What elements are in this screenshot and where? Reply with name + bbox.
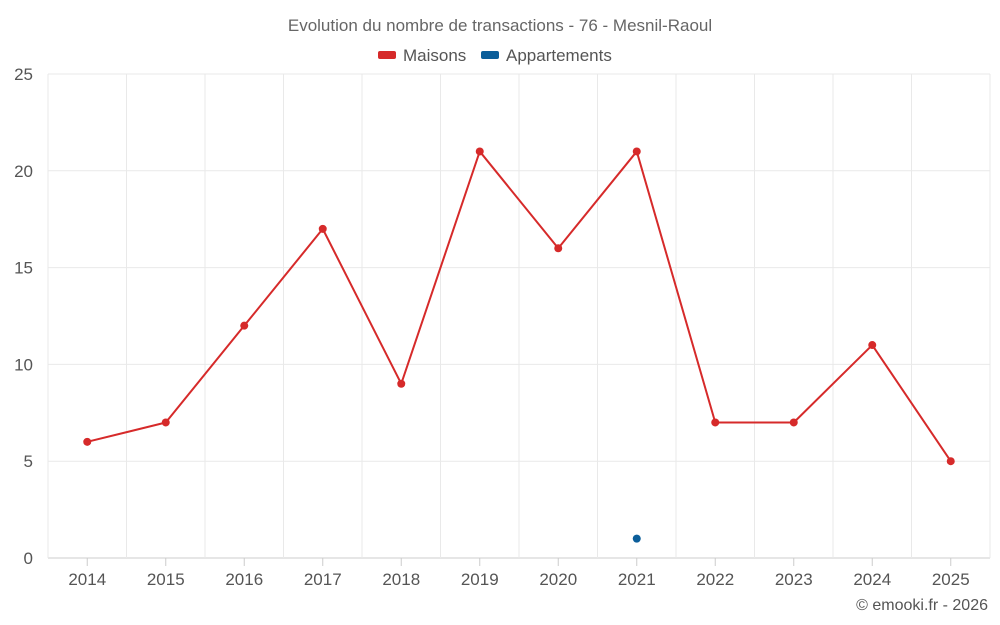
x-tick-label: 2022	[696, 570, 734, 589]
legend-swatch-appartements	[481, 51, 499, 59]
x-tick-label: 2018	[382, 570, 420, 589]
x-tick-label: 2017	[304, 570, 342, 589]
y-tick-label: 5	[24, 452, 33, 471]
data-point-maisons[interactable]	[397, 379, 406, 388]
data-point-appartements[interactable]	[632, 534, 641, 543]
data-point-maisons[interactable]	[868, 341, 877, 350]
x-tick-label: 2015	[147, 570, 185, 589]
data-point-maisons[interactable]	[161, 418, 170, 427]
data-point-maisons[interactable]	[946, 457, 955, 466]
y-tick-label: 25	[14, 65, 33, 84]
x-tick-label: 2023	[775, 570, 813, 589]
chart-title: Evolution du nombre de transactions - 76…	[288, 16, 712, 35]
data-point-maisons[interactable]	[83, 437, 92, 446]
y-tick-label: 10	[14, 355, 33, 374]
series-layer	[83, 147, 955, 543]
data-point-maisons[interactable]	[632, 147, 641, 156]
y-tick-label: 15	[14, 259, 33, 278]
data-point-maisons[interactable]	[554, 244, 563, 253]
data-point-maisons[interactable]	[789, 418, 798, 427]
x-tick-label: 2020	[539, 570, 577, 589]
x-tick-label: 2019	[461, 570, 499, 589]
y-tick-label: 0	[24, 549, 33, 568]
x-tick-label: 2016	[225, 570, 263, 589]
legend-swatch-maisons	[378, 51, 396, 59]
x-tick-label: 2025	[932, 570, 970, 589]
data-point-maisons[interactable]	[475, 147, 484, 156]
x-tick-label: 2014	[68, 570, 106, 589]
series-line-maisons	[87, 150, 952, 462]
legend-label-maisons[interactable]: Maisons	[403, 46, 466, 65]
x-axis: 2014 2015 2016 2017 2018 2019 2020 2021 2022 2023…	[68, 558, 970, 589]
data-point-maisons[interactable]	[711, 418, 720, 427]
legend: Maisons Appartements	[378, 46, 612, 65]
credit-text[interactable]: © emooki.fr - 2026	[856, 597, 988, 614]
legend-label-appartements[interactable]: Appartements	[506, 46, 612, 65]
grid	[47, 73, 991, 559]
x-tick-label: 2021	[618, 570, 656, 589]
x-tick-label: 2024	[853, 570, 891, 589]
data-point-maisons[interactable]	[240, 321, 249, 330]
y-axis: 0 5 10 15 20 25	[14, 65, 33, 568]
y-tick-label: 20	[14, 162, 33, 181]
data-point-maisons[interactable]	[318, 224, 327, 233]
